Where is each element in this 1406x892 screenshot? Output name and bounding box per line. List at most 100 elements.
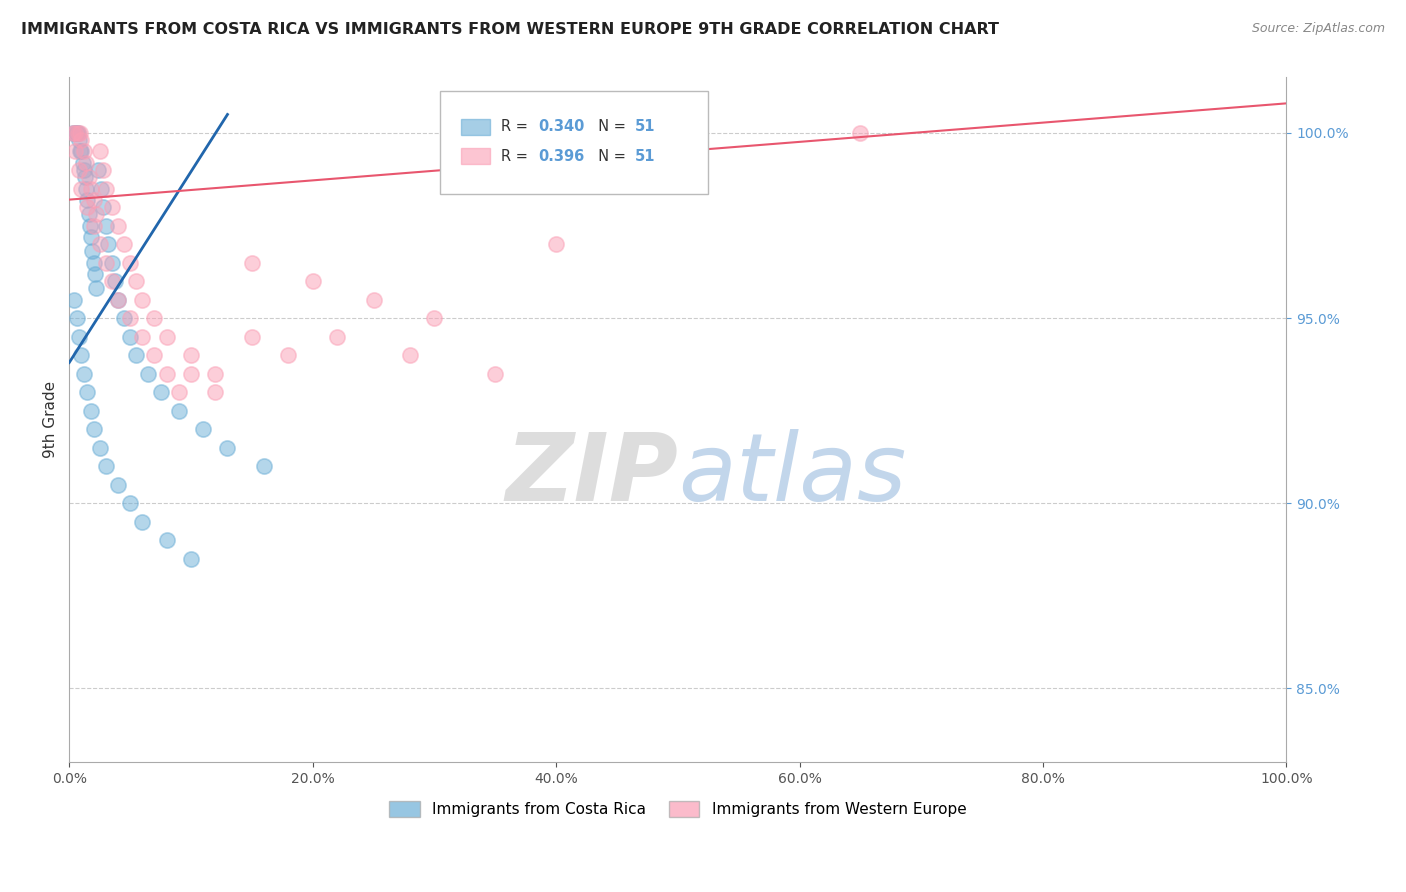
Point: [73, 145, 96, 159]
Point: [423, 311, 446, 326]
Point: [399, 348, 422, 362]
Point: [131, 329, 153, 343]
Point: [65, 311, 87, 326]
Point: [101, 274, 124, 288]
Point: [120, 496, 142, 510]
Point: [155, 329, 177, 343]
Point: [94, 459, 117, 474]
Text: N =: N =: [589, 149, 630, 164]
Point: [546, 237, 568, 252]
Point: [84, 281, 107, 295]
Point: [67, 133, 90, 147]
Point: [155, 367, 177, 381]
Point: [73, 163, 96, 178]
Point: [120, 255, 142, 269]
Point: [67, 163, 90, 178]
Point: [62, 126, 84, 140]
Point: [94, 181, 117, 195]
Text: R =: R =: [502, 120, 533, 135]
Point: [91, 163, 114, 178]
Text: ZIP: ZIP: [505, 429, 678, 521]
Point: [80, 181, 103, 195]
Point: [69, 145, 91, 159]
Point: [167, 403, 190, 417]
Point: [84, 207, 107, 221]
Point: [89, 441, 111, 455]
Point: [301, 274, 323, 288]
Point: [63, 293, 86, 307]
Point: [70, 348, 93, 362]
Point: [87, 163, 110, 178]
Point: [107, 293, 129, 307]
Point: [89, 237, 111, 252]
Point: [62, 126, 84, 140]
Point: [101, 255, 124, 269]
Point: [83, 219, 105, 233]
Point: [79, 219, 101, 233]
Point: [65, 126, 87, 140]
Point: [143, 311, 166, 326]
Point: [240, 329, 263, 343]
Point: [73, 367, 96, 381]
Point: [77, 207, 100, 221]
Text: R =: R =: [502, 149, 533, 164]
Point: [70, 133, 93, 147]
Point: [65, 145, 87, 159]
Point: [363, 293, 385, 307]
Point: [240, 255, 263, 269]
Point: [217, 441, 239, 455]
Point: [73, 170, 96, 185]
Text: N =: N =: [589, 120, 630, 135]
Point: [131, 293, 153, 307]
Point: [143, 348, 166, 362]
Point: [167, 385, 190, 400]
Point: [91, 200, 114, 214]
Point: [70, 181, 93, 195]
Point: [191, 422, 214, 436]
Text: atlas: atlas: [678, 429, 905, 520]
Point: [82, 244, 104, 259]
Point: [66, 126, 89, 140]
Point: [83, 255, 105, 269]
Point: [90, 181, 112, 195]
FancyBboxPatch shape: [461, 119, 491, 135]
Point: [277, 348, 299, 362]
Text: 51: 51: [636, 149, 655, 164]
Point: [94, 219, 117, 233]
Point: [180, 551, 202, 566]
Point: [80, 229, 103, 244]
Point: [253, 459, 276, 474]
Point: [83, 267, 105, 281]
Point: [80, 403, 103, 417]
Point: [112, 311, 135, 326]
Text: Source: ZipAtlas.com: Source: ZipAtlas.com: [1251, 22, 1385, 36]
Point: [326, 329, 349, 343]
Point: [104, 274, 127, 288]
Point: [125, 274, 148, 288]
Text: 51: 51: [636, 120, 655, 135]
Point: [76, 193, 98, 207]
Point: [849, 126, 872, 140]
Point: [101, 200, 124, 214]
Point: [75, 181, 97, 195]
Point: [149, 385, 172, 400]
Point: [107, 477, 129, 491]
Point: [72, 155, 94, 169]
Point: [125, 348, 148, 362]
Point: [77, 170, 100, 185]
Point: [70, 145, 93, 159]
Legend: Immigrants from Costa Rica, Immigrants from Western Europe: Immigrants from Costa Rica, Immigrants f…: [382, 795, 973, 823]
Point: [83, 193, 105, 207]
Point: [94, 255, 117, 269]
Point: [180, 348, 202, 362]
Point: [120, 329, 142, 343]
Point: [204, 367, 226, 381]
Point: [138, 367, 160, 381]
Point: [65, 126, 87, 140]
Point: [83, 422, 105, 436]
Point: [75, 155, 97, 169]
Point: [180, 367, 202, 381]
Text: 0.340: 0.340: [538, 120, 585, 135]
Point: [107, 293, 129, 307]
Point: [155, 533, 177, 548]
